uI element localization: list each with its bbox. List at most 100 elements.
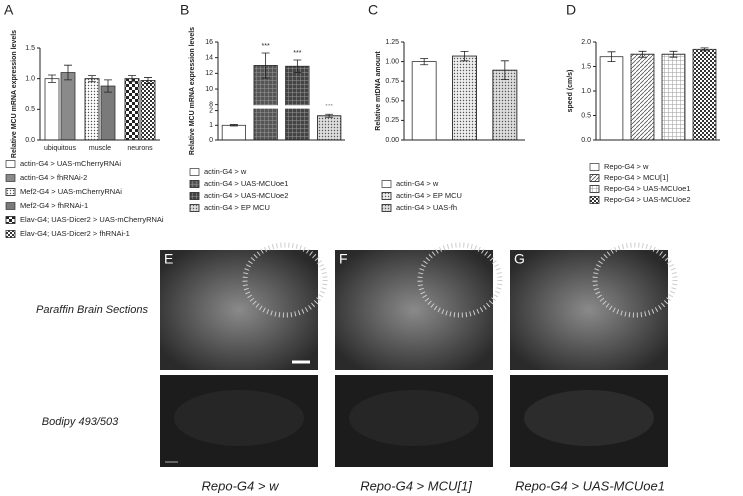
y-tick-label: 8 — [209, 102, 213, 109]
y-tick-label: 12 — [205, 70, 213, 77]
legend-pattern — [5, 230, 16, 238]
y-tick-label: 0.5 — [25, 106, 35, 113]
legend-pattern — [589, 185, 600, 193]
error-bar — [638, 50, 647, 58]
legend-pattern — [589, 196, 600, 204]
bar-pattern — [84, 78, 100, 141]
y-axis-label: Relative MCU mRNA expression levels — [189, 27, 196, 155]
x-tick-label: ubiquitous — [44, 145, 76, 152]
legend-label: actin-G4 > fhRNAi-2 — [20, 173, 87, 182]
y-tick-label: 1.5 — [581, 63, 591, 70]
y-tick-label: 10 — [205, 86, 213, 93]
image-detail — [417, 242, 503, 318]
error-bar — [88, 75, 96, 83]
y-tick-label: 1.00 — [385, 58, 399, 65]
legend-pattern — [381, 204, 392, 212]
error-bar — [144, 77, 152, 84]
legend-label: Repo-G4 > w — [604, 162, 649, 171]
axis-break — [215, 105, 345, 109]
legend-pattern — [589, 174, 600, 182]
image — [335, 250, 493, 370]
bar-pattern — [124, 78, 140, 141]
y-tick-label: 14 — [205, 55, 213, 62]
y-tick-label: 2 — [209, 107, 213, 114]
column-label: Repo-G4 > w — [202, 478, 281, 493]
y-tick-label: 1.0 — [581, 88, 591, 95]
legend-label: actin-G4 > EP MCU — [204, 203, 270, 212]
error-bar — [700, 47, 709, 52]
legend-label: Repo-G4 > MCU[1] — [604, 173, 668, 182]
bar-pattern — [492, 69, 518, 141]
y-axis-label: Relative MCU mRNA expression levels — [11, 30, 18, 158]
bar-pattern — [285, 65, 310, 141]
error-bar — [325, 113, 334, 118]
bar-pattern — [630, 53, 655, 141]
image-panels: E F G Paraffin Brain Sections Bodipy 493… — [36, 242, 678, 493]
legend-label: actin-G4 > UAS-MCUoe2 — [204, 191, 288, 200]
legend-pattern — [189, 180, 200, 188]
error-bar — [48, 74, 56, 83]
error-bar — [64, 64, 72, 81]
y-tick-label: 0 — [209, 137, 213, 144]
legend-label: Elav-G4; UAS-Dicer2 > UAS-mCherryRNAi — [20, 215, 164, 224]
legend-swatch — [589, 163, 600, 171]
panel-label: G — [514, 251, 525, 267]
y-axis-label: Relative mtDNA amount — [375, 51, 382, 131]
y-tick-label: 0.0 — [581, 137, 591, 144]
bar — [44, 78, 60, 141]
y-tick-label: 0.0 — [25, 137, 35, 144]
bar — [221, 124, 246, 141]
image-detail — [524, 390, 654, 446]
image — [160, 250, 318, 370]
legend-label: Mef2-G4 > fhRNAi-1 — [20, 201, 88, 210]
error-bar — [229, 124, 238, 127]
x-tick-label: muscle — [89, 145, 111, 152]
legend-pattern — [5, 216, 16, 224]
legend-label: actin-G4 > UAS-mCherryRNAi — [20, 159, 121, 168]
legend-swatch — [5, 174, 16, 182]
bar-pattern — [140, 80, 156, 141]
error-bar — [420, 58, 429, 66]
legend-label: actin-G4 > w — [396, 179, 439, 188]
legend-label: Elav-G4; UAS-Dicer2 > fhRNAi-1 — [20, 229, 130, 238]
error-bar — [500, 60, 509, 81]
error-bar — [128, 75, 136, 83]
image-detail — [174, 390, 304, 446]
image — [510, 250, 668, 370]
y-tick-label: 16 — [205, 39, 213, 46]
y-tick-label: 0.50 — [385, 98, 399, 105]
error-bar — [261, 52, 270, 79]
panel-label: F — [339, 251, 348, 267]
legend-label: Repo-G4 > UAS-MCUoe1 — [604, 184, 691, 193]
legend-swatch — [381, 180, 392, 188]
row-label: Bodipy 493/503 — [42, 416, 119, 428]
panel-label: C — [368, 2, 378, 18]
y-tick-label: 1.5 — [25, 45, 35, 52]
image-detail — [242, 242, 328, 318]
column-label: Repo-G4 > UAS-MCUoe1 — [515, 478, 665, 493]
legend-label: actin-G4 > EP MCU — [396, 191, 462, 200]
significance: *** — [293, 50, 301, 57]
error-bar — [460, 51, 469, 62]
legend-label: actin-G4 > UAS-MCUoe1 — [204, 179, 288, 188]
legend-label: actin-G4 > w — [204, 167, 247, 176]
y-tick-label: 0.75 — [385, 78, 399, 85]
legend-pattern — [189, 192, 200, 200]
panel-label: D — [566, 2, 576, 18]
bar — [100, 85, 116, 141]
x-tick-label: neurons — [127, 145, 153, 152]
y-tick-label: 1.0 — [25, 76, 35, 83]
y-tick-label: 0.5 — [581, 112, 591, 119]
bar — [60, 72, 76, 141]
legend-swatch — [5, 160, 16, 168]
bar — [599, 56, 624, 141]
legend-label: Mef2-G4 > UAS-mCherryRNAi — [20, 187, 122, 196]
error-bar — [669, 50, 678, 58]
error-bar — [104, 79, 112, 93]
y-tick-label: 0.00 — [385, 137, 399, 144]
bar-pattern — [452, 55, 477, 141]
y-tick-label: 1 — [209, 122, 213, 129]
